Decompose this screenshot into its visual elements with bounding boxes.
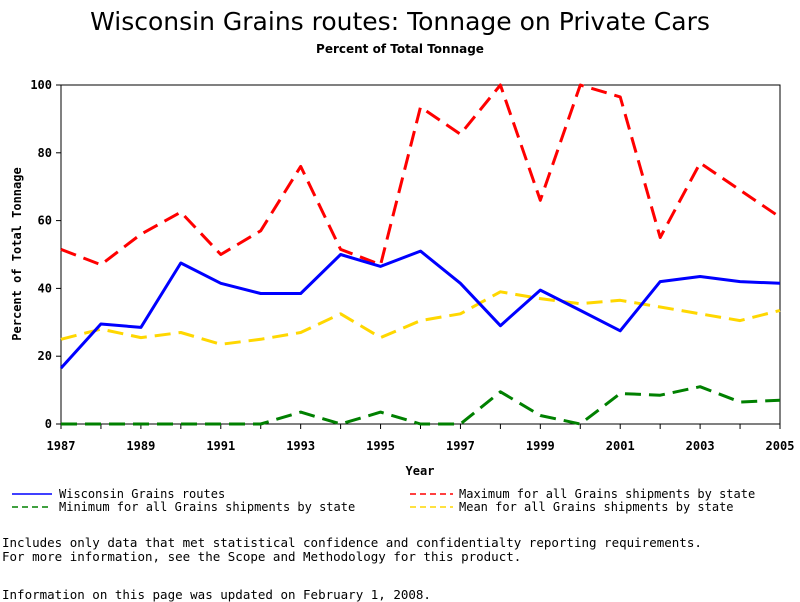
series-line-maximum-for-all-grains-shipments-by-state	[60, 83, 781, 267]
legend-label: Mean for all Grains shipments by state	[459, 500, 734, 514]
x-tick-label: 1993	[286, 439, 315, 453]
x-tick-label: 2003	[686, 439, 715, 453]
series-line-minimum-for-all-grains-shipments-by-state	[61, 385, 781, 426]
x-axis: 1987 1989 1991 1993 1995 1997 1999 2001 2003 2005	[47, 424, 795, 453]
series-lines	[59, 83, 781, 426]
y-tick-label: 40	[38, 281, 52, 295]
legend-label: Wisconsin Grains routes	[59, 487, 225, 501]
y-axis: 0 20 40 60 80 100	[30, 78, 61, 431]
series-line-wisconsin-grains-routes	[59, 249, 781, 370]
x-tick-label: 1995	[366, 439, 395, 453]
legend-label: Minimum for all Grains shipments by stat…	[59, 500, 355, 514]
chart-title: Wisconsin Grains routes: Tonnage on Priv…	[90, 7, 710, 36]
update-note: Information on this page was updated on …	[2, 587, 431, 602]
legend: Wisconsin Grains routes Maximum for all G…	[12, 487, 755, 514]
x-tick-label: 1991	[206, 439, 235, 453]
plot-frame	[60, 84, 781, 425]
y-axis-label: Percent of Total Tonnage	[10, 167, 24, 340]
x-axis-label: Year	[406, 464, 435, 478]
x-tick-label: 1989	[126, 439, 155, 453]
y-tick-label: 0	[45, 417, 52, 431]
x-tick-label: 2005	[766, 439, 795, 453]
chart-subtitle: Percent of Total Tonnage	[316, 42, 484, 56]
y-tick-label: 20	[38, 349, 52, 363]
series-line-mean-for-all-grains-shipments-by-state	[60, 290, 781, 346]
x-tick-label: 1997	[446, 439, 475, 453]
y-tick-label: 60	[38, 214, 52, 228]
x-tick-label: 2001	[606, 439, 635, 453]
y-tick-label: 100	[30, 78, 52, 92]
x-tick-label: 1999	[526, 439, 555, 453]
confidentiality-note: Includes only data that met statistical …	[2, 535, 702, 550]
y-tick-label: 80	[38, 146, 52, 160]
x-tick-label: 1987	[47, 439, 76, 453]
legend-label: Maximum for all Grains shipments by stat…	[459, 487, 755, 501]
methodology-note: For more information, see the Scope and …	[2, 549, 522, 564]
